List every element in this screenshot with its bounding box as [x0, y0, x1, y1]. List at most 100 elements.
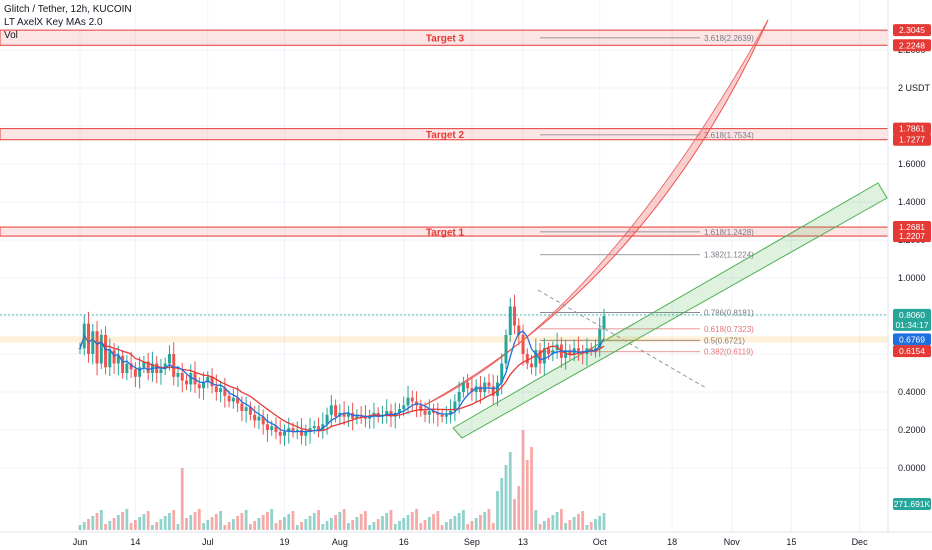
volume-bar — [568, 520, 572, 530]
volume-bar — [410, 512, 414, 530]
candle-body — [253, 414, 257, 421]
candle-body — [202, 382, 206, 389]
candle-body — [206, 376, 210, 383]
volume-badge-label: 271.691K — [894, 499, 931, 509]
fib-label: 0.382(0.6119) — [704, 348, 754, 357]
candle-body — [508, 306, 512, 335]
price-badge — [893, 133, 931, 146]
volume-bar — [210, 517, 214, 530]
time-tick-label: Dec — [852, 537, 869, 547]
candle-body — [513, 306, 517, 326]
volume-bar — [304, 519, 308, 530]
volume-bar — [278, 520, 282, 530]
volume-bar — [82, 522, 86, 530]
target-zones: Target 3 Target 2 Target 1 — [0, 29, 889, 239]
price-tick-label: 2 USDT — [898, 83, 931, 93]
volume-bar — [564, 523, 568, 530]
volume-bar — [530, 447, 533, 530]
volume-bar — [342, 509, 346, 530]
time-tick-label: Jun — [73, 537, 88, 547]
volume-bar — [338, 512, 342, 530]
volume-bar — [180, 468, 184, 530]
volume-bar — [116, 515, 120, 530]
time-tick-label: 19 — [279, 537, 289, 547]
volume-bars — [78, 430, 606, 530]
volume-bar — [206, 520, 210, 530]
volume-bar — [598, 516, 602, 530]
volume-bar — [287, 514, 291, 530]
candle-body — [180, 373, 184, 381]
parabolic-curve — [424, 19, 769, 406]
candle-body — [265, 424, 269, 430]
volume-bar — [351, 520, 355, 530]
candle-body — [355, 414, 359, 419]
candle-body — [278, 431, 282, 436]
volume-bar — [163, 516, 167, 530]
time-tick-label: Jul — [202, 537, 214, 547]
uptrend-channel — [452, 182, 888, 439]
candle-body — [133, 369, 137, 377]
candle-body — [406, 397, 410, 406]
target-label: Target 3 — [426, 34, 465, 45]
candle-body — [197, 384, 201, 389]
candle-body — [312, 426, 316, 429]
volume-bar — [479, 515, 482, 530]
volume-bar — [261, 515, 265, 530]
candle-body — [287, 428, 291, 432]
volume-bar — [385, 513, 389, 530]
volume-bar — [95, 513, 99, 530]
volume-bar — [406, 515, 410, 530]
volume-bar — [444, 522, 448, 530]
candle-body — [304, 431, 308, 436]
price-badge — [893, 24, 931, 37]
volume-bar — [138, 517, 142, 530]
volume-bar — [308, 516, 312, 530]
volume-bar — [274, 523, 278, 530]
volume-bar — [589, 522, 593, 530]
price-badge — [893, 122, 931, 135]
candle-body — [363, 416, 367, 419]
parabola-edge — [424, 19, 769, 406]
candle-body — [91, 331, 95, 354]
candle-body — [138, 367, 142, 377]
volume-bar — [551, 515, 555, 530]
volume-bar — [470, 521, 474, 530]
volume-bar — [398, 521, 401, 530]
indicator-label[interactable]: LT AxelX Key MAs 2.0 — [4, 17, 103, 28]
volume-label[interactable]: Vol — [4, 30, 18, 41]
candle-body — [521, 335, 525, 354]
last-price-badge — [893, 308, 931, 331]
volume-bar — [368, 525, 372, 530]
volume-bar — [513, 499, 516, 530]
volume-bar — [449, 519, 453, 530]
candle-body — [440, 414, 444, 417]
candle-body — [159, 369, 163, 373]
volume-bar — [525, 460, 529, 530]
volume-bar — [346, 523, 350, 530]
fib-label: 0.5(0.6721) — [704, 336, 745, 345]
volume-bar — [146, 511, 150, 530]
candle-body — [189, 373, 193, 385]
symbol-title[interactable]: Glitch / Tether, 12h, KUCOIN — [4, 4, 132, 15]
price-badge — [893, 230, 931, 243]
volume-bar — [381, 516, 384, 530]
candle-body — [436, 412, 440, 415]
volume-bar — [112, 518, 116, 530]
candle-body — [291, 428, 295, 432]
volume-bar — [419, 523, 423, 530]
candle-body — [576, 348, 580, 353]
volume-bar — [151, 525, 154, 530]
volume-bar — [253, 521, 257, 530]
candle-body — [419, 405, 423, 411]
volume-bar — [87, 519, 90, 530]
fib-label: 1.618(1.2428) — [704, 228, 754, 237]
candle-body — [534, 350, 538, 368]
candle-body — [470, 388, 474, 392]
price-badge-label: 1.7861 — [899, 124, 925, 134]
candle-body — [478, 386, 482, 392]
candle-body — [598, 329, 602, 349]
candle-body — [461, 382, 465, 392]
volume-bar — [189, 515, 193, 530]
time-tick-label: Aug — [332, 537, 348, 547]
